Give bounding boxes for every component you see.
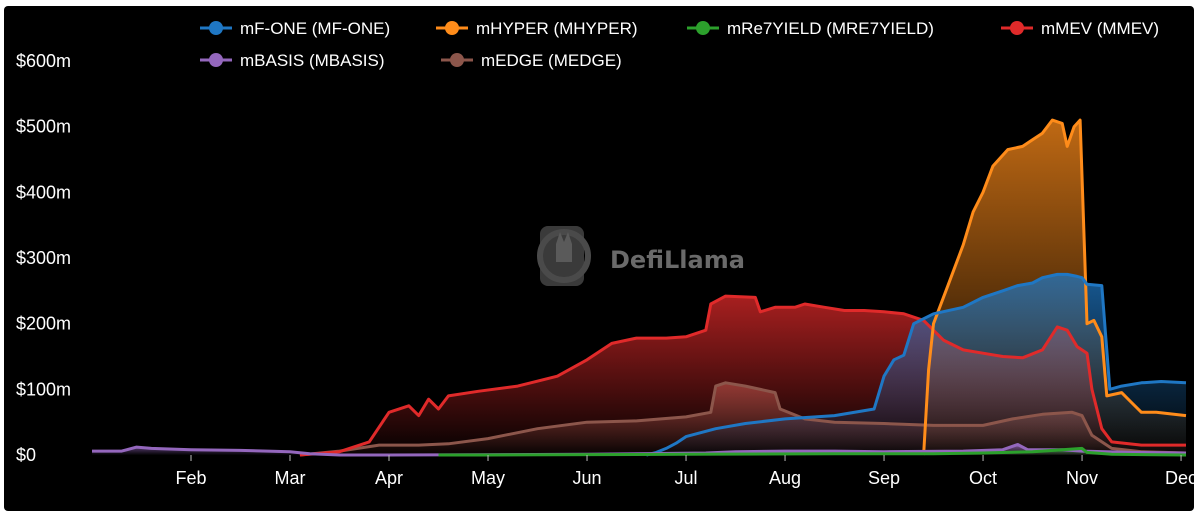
legend-item-mhyper-mhyper[interactable]: mHYPER (MHYPER)	[436, 19, 638, 38]
legend-marker-icon	[209, 53, 223, 67]
legend-item-mre7yield-mre7yield[interactable]: mRe7YIELD (MRE7YIELD)	[687, 19, 934, 38]
legend-marker-icon	[450, 53, 464, 67]
llama-logo-icon	[537, 226, 591, 286]
chart-container: DefiLlama $0 $100m $200m $300m $400m $500m $60…	[4, 6, 1194, 511]
line-mhyper-mhyper[interactable]	[922, 118, 1187, 456]
x-tick-label: Oct	[969, 468, 997, 488]
area-mf-one-mf-one	[646, 274, 1186, 455]
legend-label: mF-ONE (MF-ONE)	[240, 19, 390, 38]
line-mbasis-mbasis[interactable]	[92, 443, 1187, 457]
line-mf-one-mf-one[interactable]	[646, 272, 1187, 457]
legend-label: mMEV (MMEV)	[1041, 19, 1159, 38]
legend-item-mf-one-mf-one[interactable]: mF-ONE (MF-ONE)	[200, 19, 390, 38]
legend-label: mEDGE (MEDGE)	[481, 51, 622, 70]
legend-marker-icon	[1010, 21, 1024, 35]
legend-label: mHYPER (MHYPER)	[476, 19, 638, 38]
x-tick-label: Jul	[675, 468, 698, 488]
legend-label: mRe7YIELD (MRE7YIELD)	[727, 19, 934, 38]
legend-marker-icon	[445, 21, 459, 35]
legend: mF-ONE (MF-ONE) mHYPER (MHYPER) mRe7YIELD …	[200, 19, 1159, 70]
legend-label: mBASIS (MBASIS)	[240, 51, 385, 70]
x-tick-label: Jun	[573, 468, 602, 488]
legend-marker-icon	[209, 21, 223, 35]
y-tick-label: $600m	[16, 51, 71, 71]
watermark-text: DefiLlama	[610, 246, 745, 274]
x-tick-label: Apr	[375, 468, 403, 488]
x-tick-label: May	[471, 468, 505, 488]
x-tick-label: Dec	[1165, 468, 1194, 488]
watermark: DefiLlama	[537, 226, 745, 286]
y-tick-label: $400m	[16, 182, 71, 202]
series-areas	[92, 120, 1186, 455]
x-axis: Feb Mar Apr May Jun Jul Aug Sep Oct Nov Dec	[175, 455, 1194, 488]
y-tick-label: $500m	[16, 117, 71, 137]
legend-item-mbasis-mbasis[interactable]: mBASIS (MBASIS)	[200, 51, 385, 70]
area-chart: DefiLlama $0 $100m $200m $300m $400m $500m $60…	[16, 19, 1194, 488]
line-mre7yield-mre7yield[interactable]	[438, 446, 1187, 457]
y-tick-label: $100m	[16, 379, 71, 399]
y-tick-label: $0	[16, 445, 36, 465]
legend-item-mmev-mmev[interactable]: mMEV (MMEV)	[1001, 19, 1159, 38]
y-axis: $0 $100m $200m $300m $400m $500m $600m	[16, 51, 71, 465]
line-mmev-mmev[interactable]	[299, 294, 1186, 457]
series-lines	[92, 118, 1187, 457]
x-tick-label: Sep	[868, 468, 900, 488]
y-tick-label: $300m	[16, 248, 71, 268]
legend-marker-icon	[696, 21, 710, 35]
x-tick-label: Feb	[175, 468, 206, 488]
y-tick-label: $200m	[16, 314, 71, 334]
x-tick-label: Aug	[769, 468, 801, 488]
legend-item-medge-medge[interactable]: mEDGE (MEDGE)	[441, 51, 622, 70]
line-medge-medge[interactable]	[299, 381, 1187, 457]
x-tick-label: Mar	[275, 468, 306, 488]
x-tick-label: Nov	[1066, 468, 1098, 488]
